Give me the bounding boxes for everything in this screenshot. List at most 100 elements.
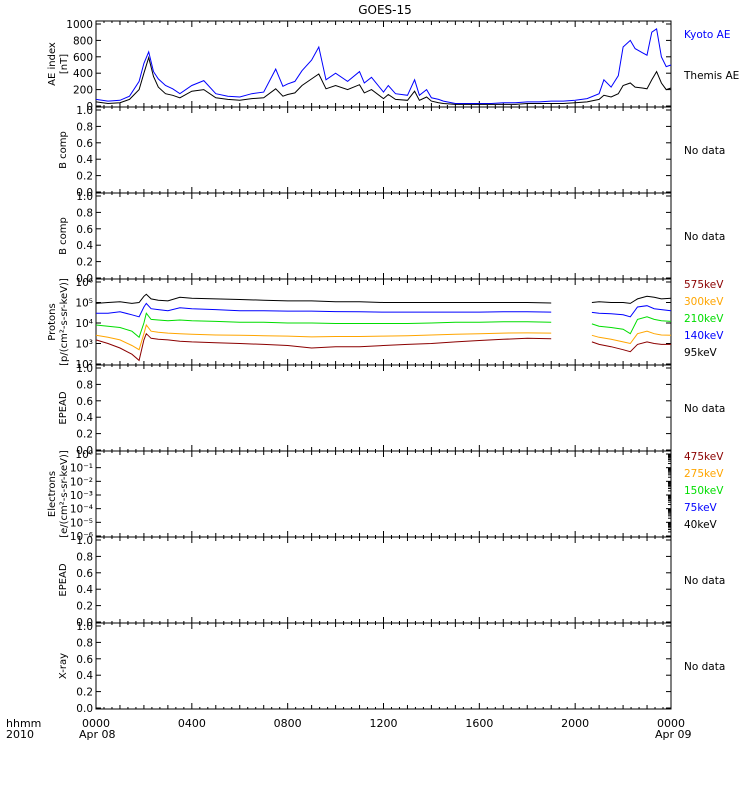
y-tick-label: 0.0 [76,445,93,457]
series-line [95,28,672,104]
panel-epead2: 0.0 0.2 0.4 0.6 0.8 1.0 EPEAD No data [58,535,725,629]
panel-bcomp1: 0.0 0.2 0.4 0.6 0.8 1.0 B comp No data [58,105,725,199]
y-tick-label: 0.2 [76,429,93,441]
y-tick-label: 0.0 [76,187,93,199]
time-tick-label: 0800 [274,717,302,730]
y-tick-label: 0.2 [76,257,93,269]
y-tick-label: 0.6 [76,396,93,408]
y-axis-label: X-ray [58,653,69,679]
y-tick-label: 10⁻³ [70,490,93,502]
y-axis-label: EPEAD [58,563,69,597]
legend-entry: 40keV [684,519,718,531]
series-group-protons [95,293,672,362]
y-tick-label: 10⁻⁵ [70,517,93,529]
y-tick-label: 0.8 [76,207,93,219]
y-tick-label: 0.6 [76,224,93,236]
panels: 0 200 400 600 800 1000 AE index [nT] Kyoto AE The… [47,19,739,715]
y-tick-label: 0.8 [76,121,93,133]
time-tick-label: 0000 [82,717,110,730]
legend-entry: 150keV [684,485,724,497]
time-tick-label: 1600 [465,717,493,730]
no-data-label: No data [684,231,725,243]
legend-entry: 210keV [684,313,724,325]
y-tick-label: 400 [73,68,93,80]
panel-frame [95,536,672,624]
y-tick-label: 600 [73,52,93,64]
time-axis-start-date: Apr 08 [79,728,116,741]
y-axis-label: B comp [58,217,69,255]
y-axis-label: Protons [47,303,58,340]
series-line [95,55,672,105]
y-tick-label: 10⁴ [75,318,93,330]
panel-xray: 0.0 0.2 0.4 0.6 0.8 1.0 X-ray No data [58,621,725,715]
y-tick-label: 10⁻¹ [70,463,93,475]
time-tick-label: 0000 [657,717,685,730]
y-tick-label: 10⁻² [70,476,93,488]
y-tick-label: 10³ [75,339,93,351]
y-axis-label: EPEAD [58,391,69,425]
time-tick-label: 0400 [178,717,206,730]
y-axis-label: [nT] [59,54,70,74]
y-tick-label: 1.0 [76,105,93,117]
time-axis-corner-top: hhmm [6,717,41,730]
no-data-label: No data [684,575,725,587]
y-tick-label: 10⁶ [75,277,93,289]
legend-entry: Themis AE [683,70,739,82]
time-axis: hhmm 2010 Apr 08 Apr 09 0000 0400 0800 1200… [6,717,692,741]
y-axis-label: B comp [58,131,69,169]
y-axis-label: [p/(cm²-s-sr-keV)] [59,278,70,366]
panel-electrons: 10⁻⁶ 10⁻⁵10⁻⁴ 10⁻³ 10⁻²10⁻¹ 10⁰ Electrons [e/(… [47,449,724,543]
y-tick-label: 0.4 [76,412,93,424]
legend-entry: 300keV [684,296,724,308]
y-tick-label: 10⁻⁶ [70,531,93,543]
y-axis-label: Electrons [47,471,58,517]
y-tick-label: 0.6 [76,138,93,150]
y-tick-label: 0.2 [76,601,93,613]
no-data-label: No data [684,145,725,157]
y-tick-label: 1.0 [76,191,93,203]
series-line [95,323,672,351]
series-line [95,312,672,339]
time-tick-label: 1200 [370,717,398,730]
legend-entry: 475keV [684,451,724,463]
panel-frame [95,20,672,108]
plot-title: GOES-15 [358,3,412,17]
legend-entry: 275keV [684,468,724,480]
legend-entry: 75keV [684,502,718,514]
y-tick-label: 0.4 [76,154,93,166]
y-tick-label: 1000 [66,19,93,31]
y-tick-label: 10⁵ [75,298,93,310]
time-axis-end-date: Apr 09 [655,728,692,741]
y-tick-label: 0.4 [76,240,93,252]
y-tick-label: 0.4 [76,670,93,682]
y-tick-label: 0.0 [76,617,93,629]
y-tick-label: 800 [73,35,93,47]
panel-protons: 10² 10³ 10⁴ 10⁵ 10⁶ Protons [p/(cm²-s-sr-keV)]… [47,277,724,371]
series-group-ae [95,28,672,105]
y-tick-label: 0.0 [76,273,93,285]
series-line [95,332,671,362]
legend-entry: 575keV [684,279,724,291]
y-tick-label: 1.0 [76,363,93,375]
y-tick-label: 0.4 [76,584,93,596]
no-data-label: No data [684,661,725,673]
y-tick-label: 0.2 [76,171,93,183]
y-tick-label: 0.2 [76,687,93,699]
y-tick-label: 0 [86,101,93,113]
panel-ae: 0 200 400 600 800 1000 AE index [nT] Kyoto AE The… [47,19,739,113]
y-tick-label: 0.6 [76,654,93,666]
y-tick-label: 1.0 [76,535,93,547]
y-tick-label: 10⁻⁴ [70,504,93,516]
y-tick-label: 0.8 [76,637,93,649]
y-tick-label: 200 [73,85,93,97]
y-tick-label: 0.6 [76,568,93,580]
y-tick-label: 0.8 [76,379,93,391]
y-axis-label: AE index [47,42,58,86]
panel-frame [95,364,672,452]
panel-frame [95,278,672,366]
legend-entry: 140keV [684,330,724,342]
y-tick-label: 10² [75,359,93,371]
y-tick-label: 1.0 [76,621,93,633]
time-tick-label: 2000 [561,717,589,730]
